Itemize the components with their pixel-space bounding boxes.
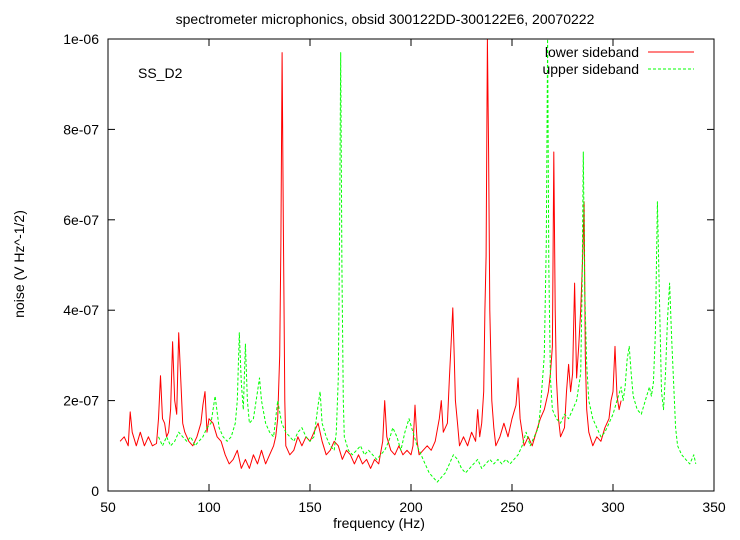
- axes: 50 100 150 200 250 300 350 0 2e-07 4e-07 6e-07 8e-0…: [63, 31, 726, 515]
- x-tick-label: 150: [298, 499, 322, 515]
- y-tick-label: 4e-07: [63, 302, 99, 318]
- series-line-0: [119, 38, 622, 469]
- series-group: [119, 38, 697, 483]
- x-axis-label: frequency (Hz): [333, 515, 425, 531]
- x-tick-label: 50: [100, 499, 116, 515]
- x-tick-label: 300: [601, 499, 625, 515]
- legend-label-1: upper sideband: [542, 61, 639, 77]
- x-tick-label: 350: [702, 499, 726, 515]
- x-tick-label: 100: [197, 499, 221, 515]
- y-tick-label: 6e-07: [63, 212, 99, 228]
- y-tick-label: 1e-06: [63, 31, 99, 47]
- chart-title: spectrometer microphonics, obsid 300122D…: [176, 11, 595, 27]
- plot-frame: [107, 38, 715, 492]
- y-tick-label: 2e-07: [63, 393, 99, 409]
- y-tick-label: 8e-07: [63, 121, 99, 137]
- legend-label-0: lower sideband: [545, 44, 639, 60]
- x-tick-label: 200: [399, 499, 423, 515]
- x-tick-label: 250: [500, 499, 524, 515]
- y-tick-label: 0: [91, 483, 99, 499]
- annotation-label: SS_D2: [138, 65, 183, 81]
- y-axis-label: noise (V Hz^-1/2): [11, 210, 27, 318]
